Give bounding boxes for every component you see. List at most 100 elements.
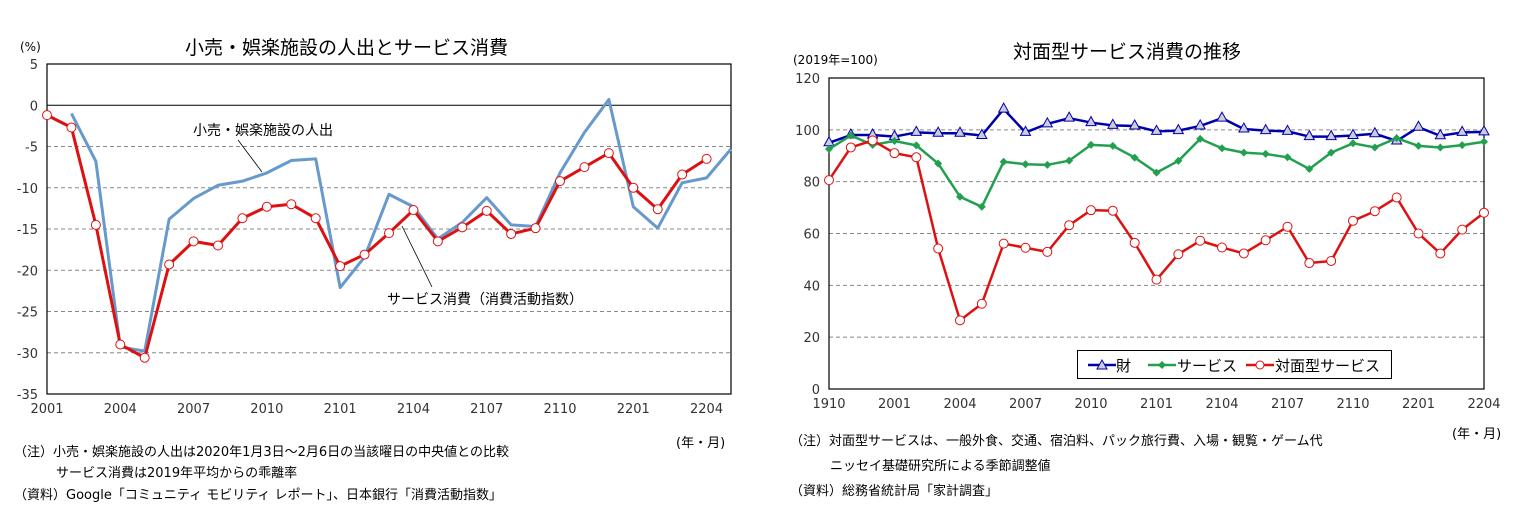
y-tick-label: -25 bbox=[17, 306, 38, 321]
legend-goods: 財 bbox=[1116, 357, 1132, 375]
data-point bbox=[555, 176, 565, 187]
y-tick-label: -15 bbox=[17, 223, 38, 238]
legend-services: サービス bbox=[1177, 357, 1238, 375]
y-tick-label: 0 bbox=[30, 99, 38, 114]
left-note-1: （注）小売・娯楽施設の人出は2020年1月3日～2月6日の当該曜日の中央値との比… bbox=[14, 445, 510, 460]
data-point bbox=[997, 102, 1010, 113]
data-point bbox=[1020, 242, 1031, 253]
data-point bbox=[1283, 153, 1292, 162]
y-tick-label: 60 bbox=[803, 228, 820, 243]
legend-face-to-face: 対面型サービス bbox=[1275, 357, 1381, 375]
data-point bbox=[1172, 123, 1185, 135]
data-point bbox=[1107, 205, 1118, 216]
data-point bbox=[1041, 116, 1054, 128]
y-tick-label: -10 bbox=[17, 182, 38, 197]
leader-line bbox=[237, 139, 263, 173]
data-point bbox=[1456, 125, 1469, 136]
data-point bbox=[1348, 215, 1358, 226]
x-tick-label: 2001 bbox=[30, 402, 63, 417]
data-point bbox=[1063, 111, 1076, 122]
y-tick-label: 0 bbox=[812, 383, 820, 398]
data-point bbox=[975, 128, 988, 140]
data-point bbox=[1108, 141, 1117, 150]
plot-area bbox=[46, 63, 732, 395]
data-point bbox=[889, 148, 900, 159]
data-point bbox=[1019, 125, 1032, 136]
data-point bbox=[1106, 118, 1119, 129]
data-point bbox=[603, 148, 614, 159]
data-point bbox=[408, 205, 419, 216]
data-point bbox=[1237, 122, 1250, 133]
series-line-2 bbox=[827, 139, 1485, 322]
data-point bbox=[432, 236, 443, 247]
data-point bbox=[910, 125, 923, 136]
y-tick-label: -20 bbox=[17, 264, 38, 279]
data-point bbox=[1086, 205, 1096, 216]
data-point bbox=[66, 122, 77, 133]
data-point bbox=[1305, 164, 1314, 173]
data-point bbox=[932, 126, 945, 137]
x-tick-label: 2004 bbox=[943, 397, 976, 412]
x-tick-label: 2104 bbox=[1205, 397, 1238, 412]
data-point bbox=[90, 219, 101, 230]
series-line-1 bbox=[46, 113, 708, 360]
x-tick-label: 2001 bbox=[878, 397, 911, 412]
data-point bbox=[933, 243, 944, 254]
data-point bbox=[1303, 129, 1316, 141]
x-tick-label: 2204 bbox=[1467, 397, 1500, 412]
data-point bbox=[213, 240, 223, 251]
data-point bbox=[701, 153, 712, 164]
y-tick-label: 120 bbox=[795, 72, 820, 87]
data-point bbox=[1326, 255, 1337, 266]
data-point bbox=[1479, 207, 1489, 218]
left-chart-title: 小売・娯楽施設の人出とサービス消費 bbox=[185, 37, 509, 59]
data-point bbox=[1281, 124, 1294, 135]
data-point bbox=[1260, 235, 1271, 246]
data-point bbox=[999, 157, 1008, 166]
x-tick-label: 2010 bbox=[1074, 397, 1107, 412]
x-tick-label: 2007 bbox=[1009, 397, 1042, 412]
left-x-unit: (年・月) bbox=[676, 436, 726, 451]
x-tick-label: 2104 bbox=[397, 402, 430, 417]
data-point bbox=[890, 136, 899, 145]
x-tick-label: 2107 bbox=[470, 402, 503, 417]
data-point bbox=[977, 202, 986, 211]
data-point bbox=[1216, 111, 1228, 122]
data-point bbox=[42, 110, 52, 121]
data-point bbox=[1434, 128, 1447, 140]
legend: 財 サービス 対面型サービス bbox=[1077, 350, 1392, 379]
right-note-1: （注）対面型サービスは、一般外食、交通、宿泊料、パック旅行費、入場・観覧・ゲーム… bbox=[790, 434, 1323, 449]
x-tick-label: 2201 bbox=[1402, 397, 1435, 412]
data-point bbox=[1369, 206, 1380, 217]
data-point bbox=[1436, 143, 1445, 152]
data-point bbox=[1282, 221, 1293, 232]
data-point bbox=[1129, 237, 1140, 248]
data-point bbox=[1196, 134, 1205, 143]
left-source: （資料）Google「コミュニティ モビリティ レポート」、日本銀行「消費活動指… bbox=[14, 488, 503, 503]
data-point bbox=[579, 162, 590, 173]
data-point bbox=[335, 261, 346, 272]
data-point bbox=[1128, 118, 1141, 130]
data-point bbox=[1414, 141, 1423, 150]
left-note-2: サービス消費は2019年平均からの乖離率 bbox=[56, 466, 298, 481]
data-point bbox=[628, 182, 639, 193]
data-point bbox=[1150, 124, 1163, 135]
data-point bbox=[867, 135, 878, 146]
x-tick-label: 2110 bbox=[543, 402, 576, 417]
x-tick-label: 2101 bbox=[1140, 397, 1173, 412]
data-point bbox=[677, 169, 688, 180]
data-point bbox=[1239, 148, 1248, 157]
data-point bbox=[310, 213, 321, 224]
data-point bbox=[1042, 246, 1053, 257]
data-point bbox=[825, 145, 833, 154]
left-series-label-services: サービス消費（消費活動指数） bbox=[387, 292, 583, 308]
data-point bbox=[384, 228, 394, 239]
data-point bbox=[1327, 148, 1336, 157]
x-tick-label: 2107 bbox=[1271, 397, 1304, 412]
data-point bbox=[1457, 224, 1468, 235]
data-point bbox=[934, 159, 943, 168]
data-point bbox=[1261, 149, 1270, 158]
y-tick-label: 100 bbox=[795, 124, 820, 139]
data-point bbox=[1435, 248, 1446, 259]
data-point bbox=[1370, 143, 1379, 152]
